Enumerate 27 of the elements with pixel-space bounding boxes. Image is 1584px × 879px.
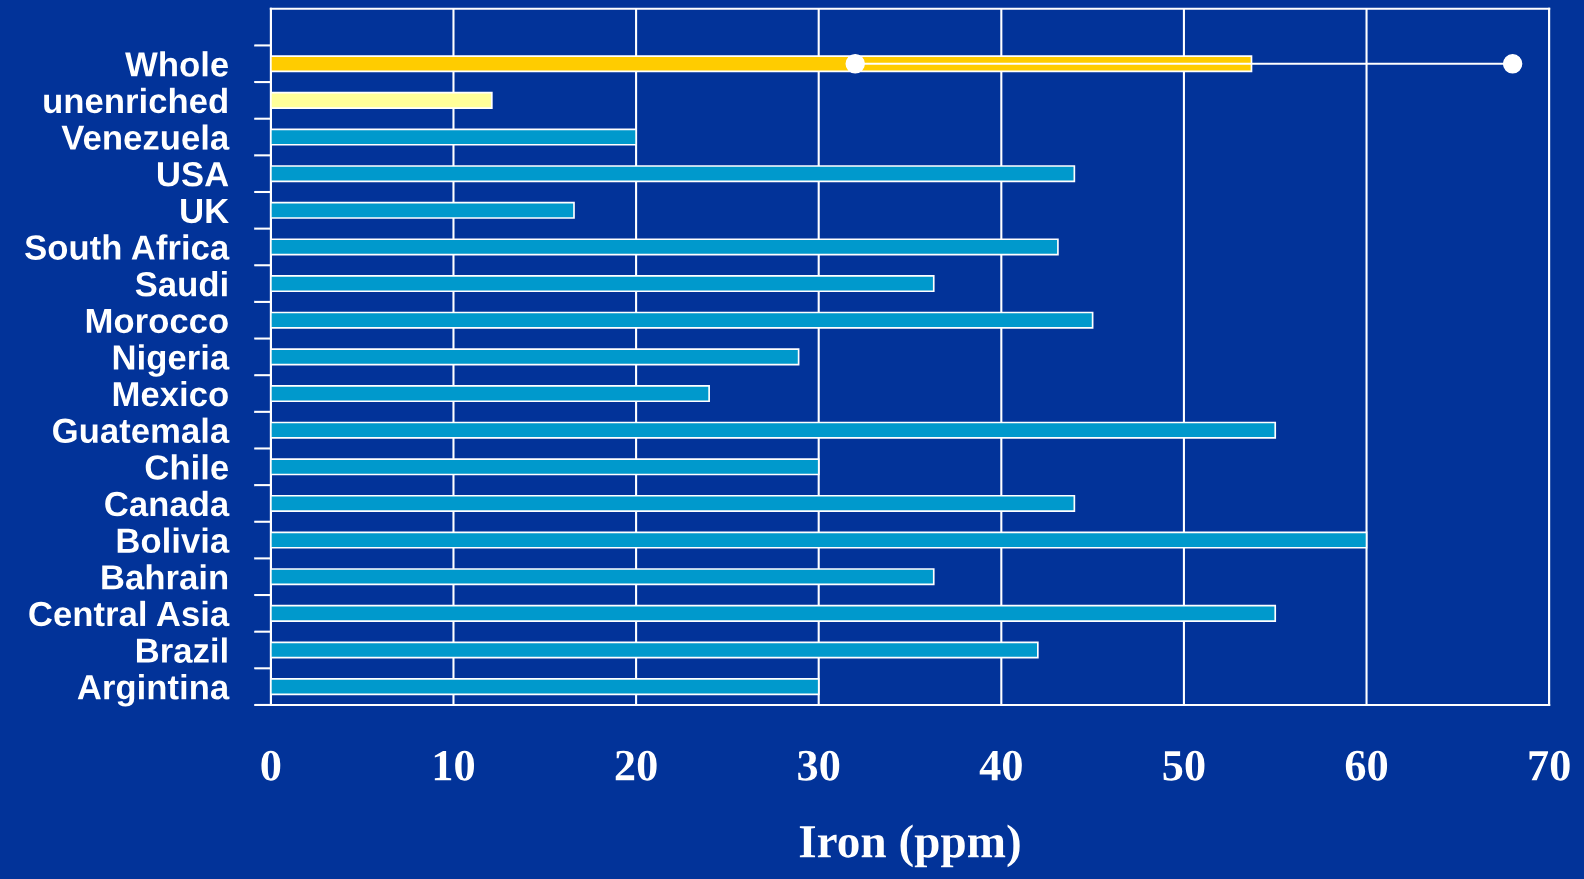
y-tick-label: USA (157, 162, 229, 187)
y-tick-label: Guatemala (53, 417, 230, 444)
x-axis-title: Iron (ppm) (799, 824, 1020, 868)
y-tick-label: Nigeria (113, 344, 230, 377)
y-tick-label: Chile (145, 454, 229, 480)
x-tick-label: 60 (1345, 750, 1388, 781)
y-tick-label: Venezuela (61, 124, 230, 150)
x-tick-label: 10 (434, 750, 474, 781)
x-tick-label: 50 (1163, 750, 1205, 781)
y-tick-label: South Africa (25, 234, 230, 260)
x-tick-label: 20 (615, 750, 657, 781)
x-tick-label: 70 (1529, 750, 1570, 781)
y-tick-label: Canada (105, 490, 230, 517)
y-tick-label: Mexico (113, 380, 228, 407)
y-tick-label: Whole (125, 51, 229, 77)
x-tick-label: 0 (261, 750, 281, 781)
y-tick-label: Brazil (136, 637, 227, 663)
y-tick-label: Argintina (77, 674, 230, 707)
y-tick-label: Saudi (135, 271, 227, 297)
x-tick-label: 30 (798, 750, 840, 781)
y-tick-label: unenriched (44, 87, 227, 114)
y-tick-label: Central Asia (29, 600, 230, 627)
y-tick-label: UK (181, 199, 229, 224)
y-tick-label: Morocco (86, 308, 228, 334)
y-tick-label: Bolivia (117, 527, 230, 553)
x-tick-label: 40 (979, 750, 1022, 781)
y-tick-label: Bahrain (102, 564, 228, 590)
